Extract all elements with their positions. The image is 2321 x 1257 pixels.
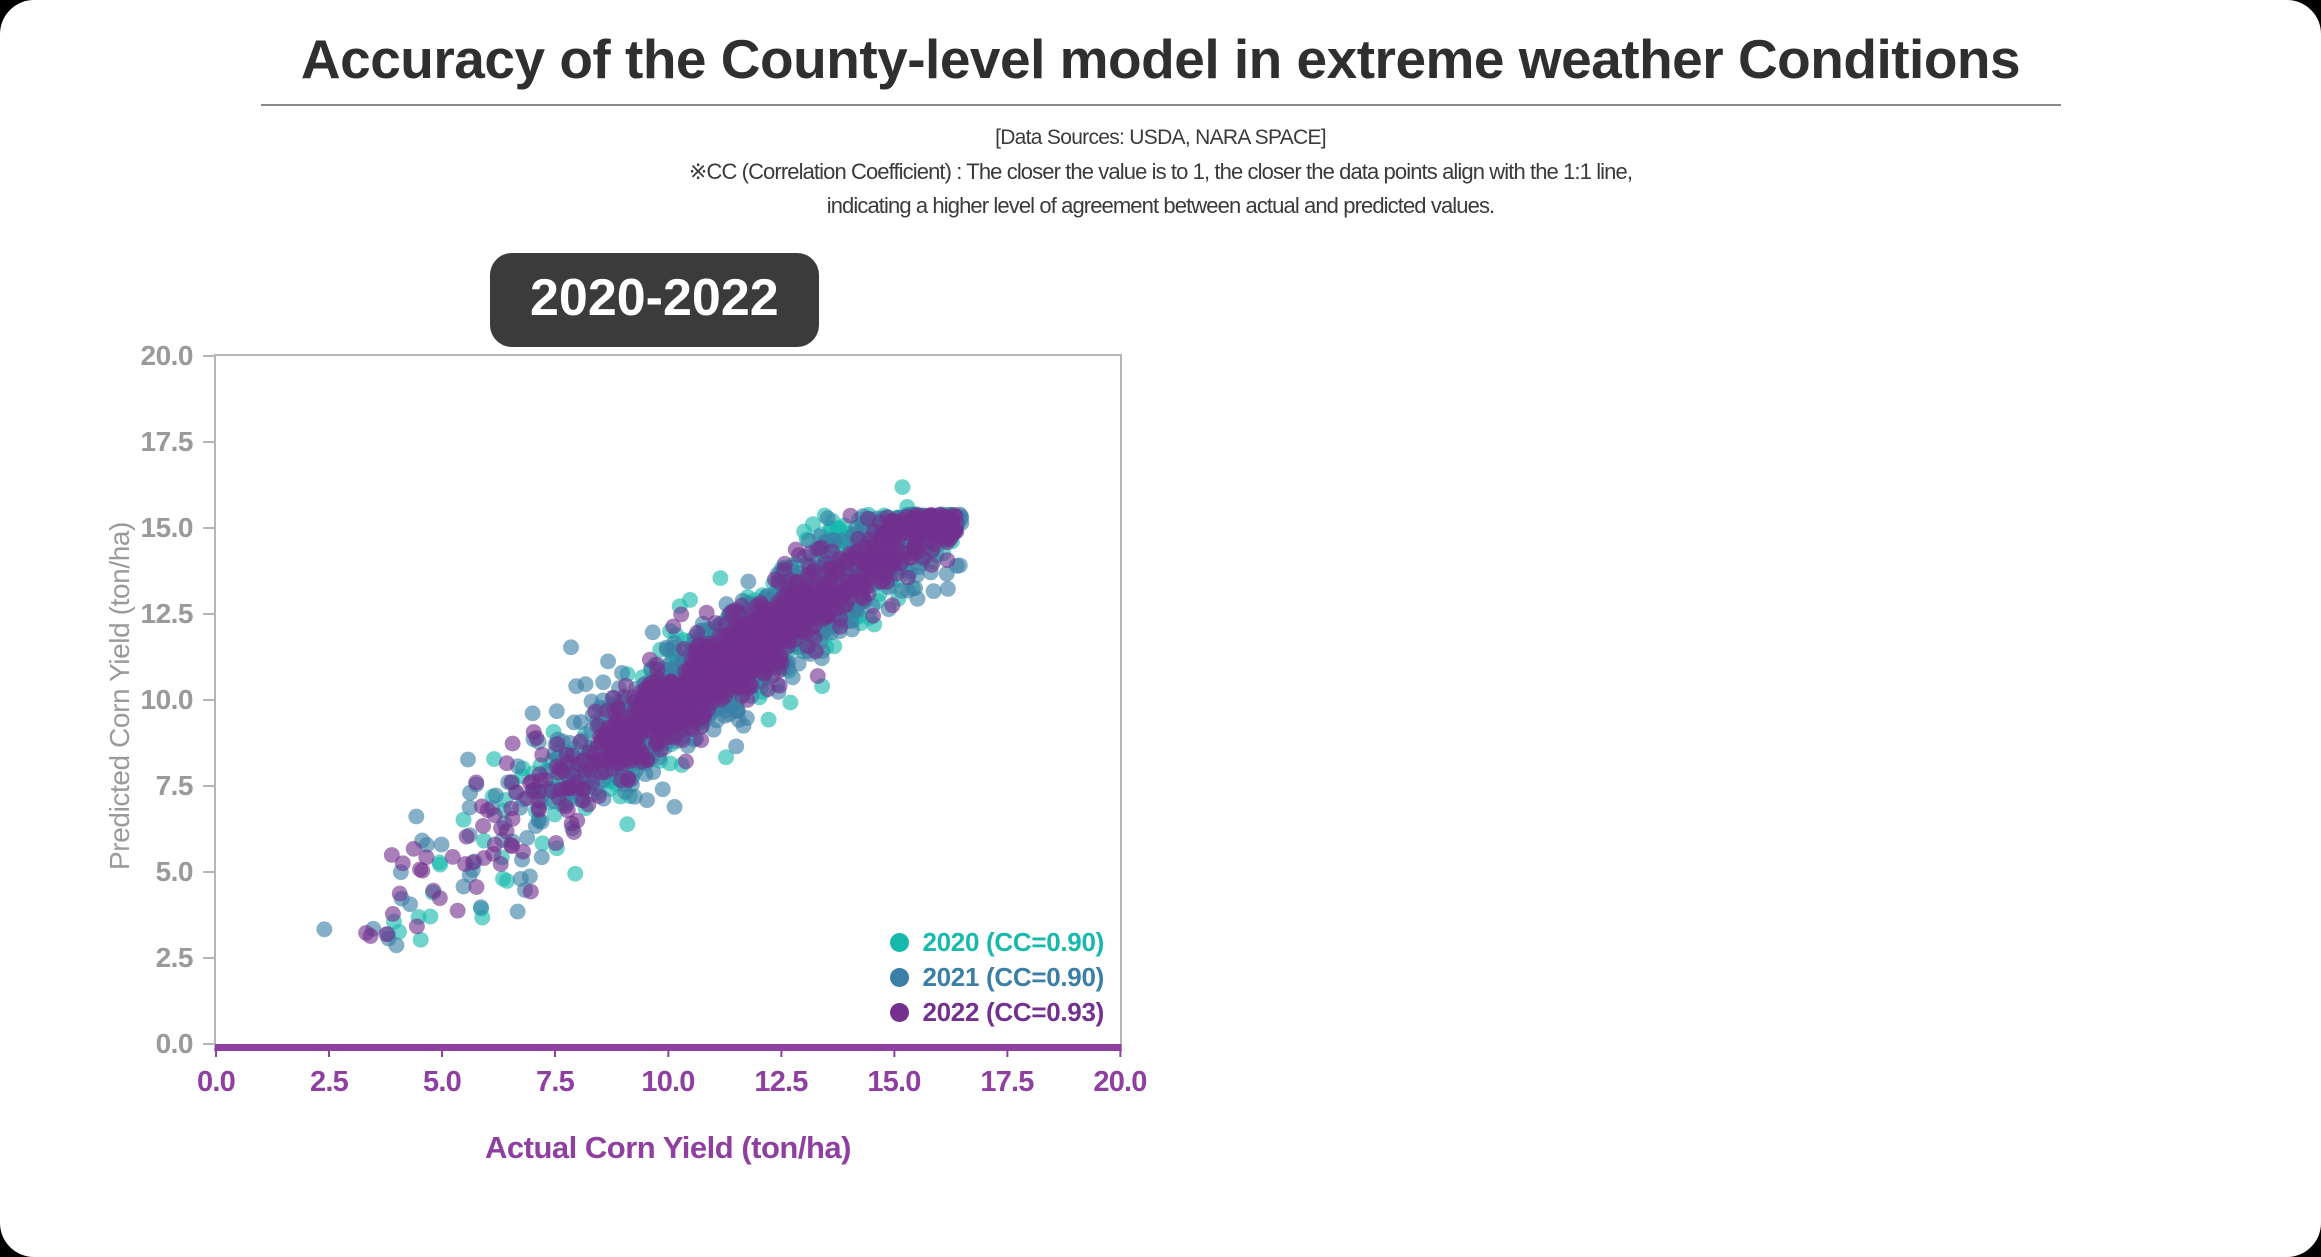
- y-tick: 0.0: [156, 1028, 216, 1060]
- y-tick: 17.5: [140, 426, 216, 458]
- x-tick: 20.0: [1093, 1044, 1147, 1099]
- x-tick: 17.5: [980, 1044, 1034, 1099]
- legend-label: 2022 (CC=0.93): [922, 997, 1104, 1027]
- subtitle-block: [Data Sources: USDA, NARA SPACE] ※CC (Co…: [0, 121, 2321, 223]
- plot-area-left: [216, 356, 1120, 1044]
- scatter-series: [358, 506, 965, 944]
- x-tick-label: 20.0: [1093, 1066, 1147, 1098]
- x-tick-mark: [893, 1044, 895, 1057]
- y-tick-label: 5.0: [155, 856, 194, 887]
- x-tick-mark: [1006, 1044, 1008, 1057]
- y-tick-label: 20.0: [140, 340, 194, 371]
- y-tick-label: 15.0: [140, 512, 194, 543]
- x-axis-title-left: Actual Corn Yield (ton/ha): [485, 1130, 851, 1165]
- scatter-points-left: [316, 479, 970, 954]
- x-tick-label: 15.0: [867, 1066, 921, 1098]
- x-tick: 0.0: [197, 1044, 236, 1099]
- x-tick-mark: [440, 1044, 443, 1057]
- panel-2022: 2022 0.02.55.07.510.012.515.017.520.0 0.…: [1180, 0, 2321, 1257]
- legend-marker-icon: [890, 968, 910, 987]
- legend-marker-icon: [890, 933, 910, 952]
- y-tick-mark: [203, 699, 216, 701]
- x-tick-mark: [327, 1044, 330, 1057]
- y-axis-title-left: Predicted Corn Yield (ton/ha): [104, 522, 135, 870]
- legend-label: 2020 (CC=0.90): [922, 927, 1104, 957]
- x-tick-mark: [553, 1044, 556, 1057]
- legend-item[interactable]: 2022 (CC=0.93): [890, 997, 1104, 1028]
- x-tick-label: 17.5: [980, 1066, 1034, 1098]
- y-tick-mark: [203, 355, 216, 357]
- cc-note-line-1: ※CC (Correlation Coefficient) : The clos…: [688, 159, 1633, 185]
- x-tick-label: 2.5: [310, 1066, 349, 1098]
- x-tick-mark: [1119, 1044, 1121, 1057]
- y-tick-mark: [203, 957, 216, 959]
- y-tick-mark: [203, 1043, 216, 1045]
- y-tick-label: 10.0: [140, 684, 194, 715]
- scatter-plot-left[interactable]: 0.0 2.5 5.0 7.5 10.0 12.5 15.0 17.5 20.0 0.0 2.5 5…: [104, 340, 1147, 1165]
- x-tick-label: 10.0: [641, 1066, 695, 1098]
- page-title: Accuracy of the County-level model in ex…: [300, 28, 2021, 90]
- y-tick: 5.0: [156, 856, 216, 888]
- legend-label: 2021 (CC=0.90): [922, 962, 1104, 992]
- y-tick: 7.5: [156, 770, 216, 802]
- y-tick-mark: [203, 441, 216, 443]
- y-tick-label: 0.0: [155, 1028, 194, 1059]
- panel-2020-2022: 2020-2022 0.0 2.5 5.0 7.5 10.0 12.5 15.0 17.5 20…: [104, 253, 1147, 1165]
- y-tick: 12.5: [140, 598, 216, 630]
- y-tick-mark: [203, 785, 216, 787]
- x-tick-label: 0.0: [197, 1066, 236, 1098]
- y-tick: 10.0: [140, 684, 216, 716]
- x-tick-mark: [214, 1044, 217, 1057]
- x-tick-label: 7.5: [536, 1066, 575, 1098]
- y-tick: 15.0: [140, 512, 216, 544]
- y-tick: 2.5: [156, 942, 216, 974]
- x-tick-mark: [780, 1044, 782, 1057]
- y-tick-label: 17.5: [140, 426, 194, 457]
- cc-note-line-2: indicating a higher level of agreement b…: [826, 193, 1495, 219]
- legend-item[interactable]: 2021 (CC=0.90): [890, 962, 1104, 993]
- x-tick: 15.0: [867, 1044, 921, 1099]
- page-header: Accuracy of the County-level model in ex…: [0, 28, 2321, 223]
- legend-item[interactable]: 2020 (CC=0.90): [890, 927, 1104, 958]
- x-tick: 12.5: [754, 1044, 808, 1099]
- panel-badge-left: 2020-2022: [490, 253, 819, 347]
- y-tick: 20.0: [140, 340, 216, 372]
- legend-marker-icon: [890, 1003, 910, 1022]
- x-tick: 5.0: [423, 1044, 462, 1099]
- y-tick-label: 2.5: [155, 942, 194, 973]
- y-tick-mark: [203, 871, 216, 873]
- y-tick-mark: [203, 527, 216, 529]
- x-tick: 10.0: [641, 1044, 695, 1099]
- chart-legend[interactable]: 2020 (CC=0.90) 2021 (CC=0.90) 2022 (CC=0.9…: [890, 927, 1104, 1028]
- x-tick-label: 12.5: [754, 1066, 808, 1098]
- y-tick-label: 12.5: [140, 598, 194, 629]
- data-source-line: [Data Sources: USDA, NARA SPACE]: [995, 126, 1327, 150]
- x-tick-label: 5.0: [423, 1066, 462, 1098]
- title-divider: [260, 104, 2061, 107]
- x-tick-mark: [667, 1044, 669, 1057]
- y-tick-label: 7.5: [155, 770, 194, 801]
- y-tick-mark: [203, 613, 216, 615]
- x-tick: 7.5: [536, 1044, 575, 1099]
- x-tick: 2.5: [310, 1044, 349, 1099]
